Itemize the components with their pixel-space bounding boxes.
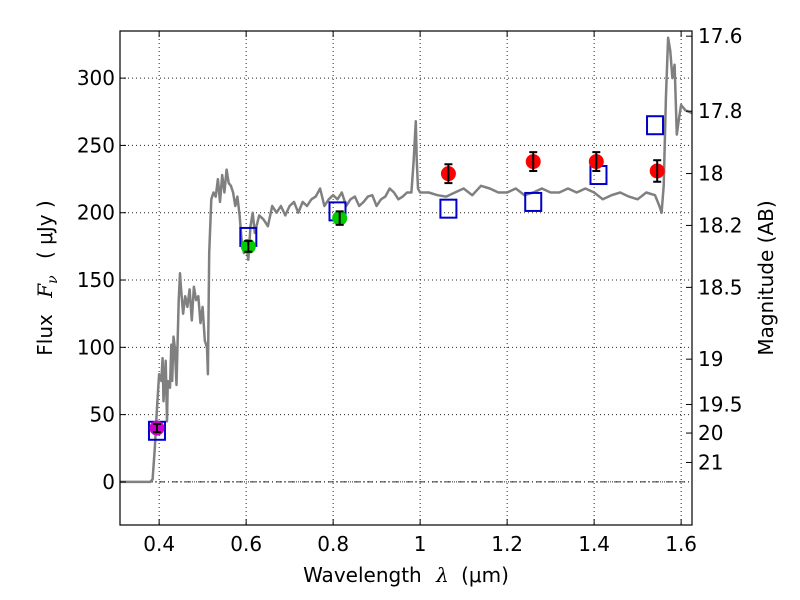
y2-tick-label: 18 [698, 162, 723, 186]
x-tick-label: 1 [414, 532, 427, 556]
y2-tick-label: 17.8 [698, 99, 743, 123]
y-tick-label: 0 [102, 470, 115, 494]
y-axis-label: Flux Fν ( μJy ) [33, 200, 62, 355]
y-axis-label-prefix: Flux [33, 314, 57, 356]
x-tick-label: 0.4 [143, 532, 175, 556]
x-axis: 0.4 0.6 0.8 1 1.2 1.4 1.6 [143, 31, 697, 556]
lambda-symbol: λ [435, 563, 449, 587]
x-axis-label: Wavelength λ (μm) [303, 563, 509, 587]
y-tick-label: 150 [77, 268, 115, 292]
y-tick-label: 300 [77, 66, 115, 90]
y-tick-label: 200 [77, 201, 115, 225]
y2-tick-label: 18.2 [698, 213, 743, 237]
y-tick-label: 250 [77, 133, 115, 157]
model-photometry-layer [147, 115, 665, 441]
x-tick-label: 1.4 [578, 532, 610, 556]
y2-tick-label: 19 [698, 347, 723, 371]
model-photometry-square [524, 191, 543, 212]
y-tick-label: 100 [77, 335, 115, 359]
y-tick-label: 50 [90, 403, 115, 427]
plot-frame [119, 30, 693, 526]
grid-layer [120, 31, 692, 525]
y2-axis-label: Magnitude (AB) [754, 200, 778, 355]
x-tick-label: 0.8 [317, 532, 349, 556]
nu-subscript: ν [45, 275, 61, 284]
y2-tick-label: 18.5 [698, 275, 743, 299]
y2-tick-label: 17.6 [698, 24, 743, 48]
x-tick-label: 1.6 [665, 532, 697, 556]
y2-axis: 17.6 17.8 18 18.2 18.5 19 19.5 20 21 [686, 24, 743, 474]
y-axis-label-unit: ( μJy ) [33, 200, 57, 259]
y2-tick-label: 19.5 [698, 392, 743, 416]
model-spectrum-line [120, 36, 693, 484]
photometry-points-layer [149, 151, 665, 436]
f-nu-symbol: F [33, 283, 57, 299]
y2-tick-label: 20 [698, 421, 723, 445]
x-axis-label-unit: (μm) [461, 563, 509, 587]
model-photometry-square [646, 115, 665, 136]
x-axis-label-prefix: Wavelength [303, 563, 422, 587]
y-axis: 0 50 100 150 200 250 300 [77, 66, 126, 494]
model-photometry-square [439, 198, 458, 219]
x-tick-label: 1.2 [491, 532, 523, 556]
y2-tick-label: 21 [698, 450, 723, 474]
x-tick-label: 0.6 [230, 532, 262, 556]
